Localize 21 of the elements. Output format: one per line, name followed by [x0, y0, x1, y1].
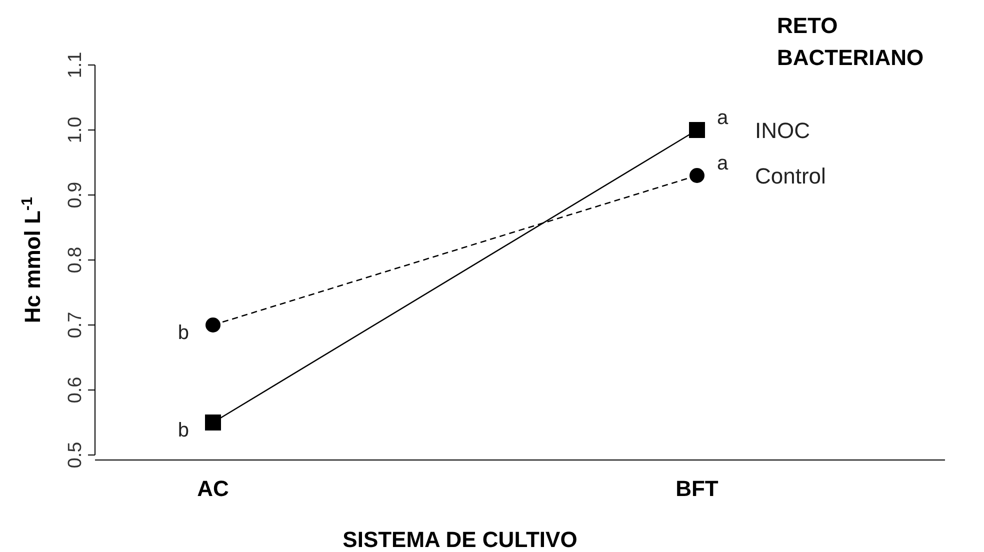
y-tick-label: 0.8: [65, 246, 86, 274]
x-tick-label: BFT: [676, 476, 719, 501]
point: [689, 122, 705, 138]
y-tick-label: 0.9: [65, 182, 86, 208]
y-tick-label: 0.5: [65, 442, 86, 468]
legend-title: RETO BACTERIANO: [777, 13, 924, 70]
point: [205, 414, 221, 430]
y-tick-label: 1.0: [65, 116, 86, 144]
text: INOC: [755, 118, 810, 143]
x-axis-title: SISTEMA DE CULTIVO: [342, 527, 578, 552]
y-tick-label: 1.1: [65, 52, 86, 78]
annotation: b: [178, 420, 189, 442]
annotation: a: [717, 152, 729, 174]
x-tick-label: AC: [197, 476, 229, 501]
point: [206, 318, 220, 332]
annotation: b: [178, 322, 189, 344]
annotation: a: [717, 107, 729, 129]
y-tick-label: 0.6: [65, 376, 86, 404]
text: Control: [755, 164, 826, 188]
point: [690, 168, 704, 183]
y-tick-label: 0.7: [65, 312, 86, 338]
